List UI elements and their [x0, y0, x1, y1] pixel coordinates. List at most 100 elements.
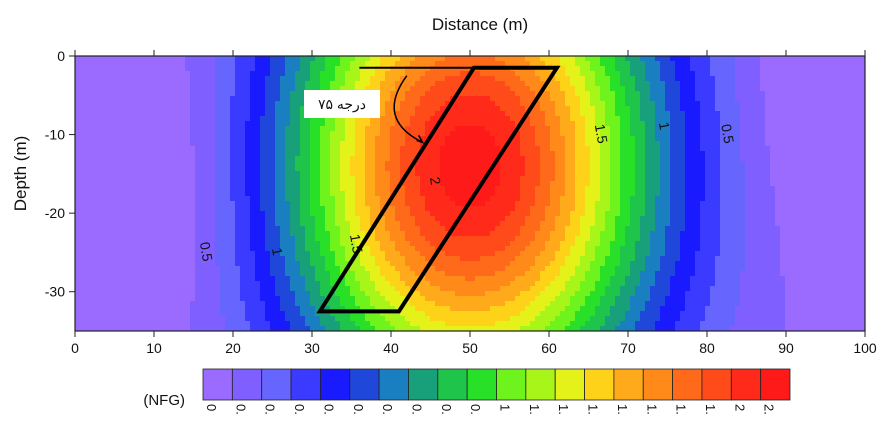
contour-cell: [365, 186, 371, 192]
contour-cell: [495, 251, 501, 257]
contour-cell: [445, 316, 451, 322]
contour-cell: [235, 121, 241, 127]
contour-cell: [450, 216, 456, 222]
contour-cell: [465, 151, 471, 157]
contour-cell: [340, 196, 346, 202]
contour-cell: [365, 66, 371, 72]
contour-cell: [360, 71, 366, 77]
contour-cell: [410, 116, 416, 122]
contour-cell: [270, 176, 276, 182]
contour-cell: [265, 321, 271, 327]
contour-cell: [420, 136, 426, 142]
contour-cell: [175, 281, 181, 287]
contour-cell: [515, 156, 521, 162]
contour-cell: [445, 321, 451, 327]
contour-cell: [295, 311, 301, 317]
contour-cell: [410, 241, 416, 247]
contour-cell: [240, 136, 246, 142]
contour-cell: [410, 236, 416, 242]
contour-cell: [200, 301, 206, 307]
contour-cell: [390, 246, 396, 252]
contour-cell: [440, 71, 446, 77]
contour-cell: [225, 271, 231, 277]
contour-cell: [430, 86, 436, 92]
contour-cell: [425, 56, 431, 62]
contour-cell: [260, 291, 266, 297]
contour-cell: [100, 301, 106, 307]
contour-cell: [300, 201, 306, 207]
contour-cell: [235, 186, 241, 192]
contour-cell: [505, 106, 511, 112]
contour-cell: [75, 186, 81, 192]
contour-cell: [520, 266, 526, 272]
contour-cell: [255, 266, 261, 272]
contour-cell: [175, 271, 181, 277]
contour-cell: [95, 131, 101, 137]
contour-cell: [145, 191, 151, 197]
contour-cell: [250, 121, 256, 127]
contour-cell: [140, 286, 146, 292]
contour-cell: [495, 281, 501, 287]
contour-cell: [405, 106, 411, 112]
contour-cell: [430, 251, 436, 257]
contour-cell: [95, 171, 101, 177]
contour-cell: [520, 216, 526, 222]
contour-cell: [225, 281, 231, 287]
contour-cell: [80, 316, 86, 322]
contour-cell: [415, 191, 421, 197]
contour-cell: [320, 126, 326, 132]
contour-cell: [345, 226, 351, 232]
contour-cell: [200, 261, 206, 267]
contour-cell: [400, 226, 406, 232]
contour-cell: [295, 86, 301, 92]
contour-cell: [510, 266, 516, 272]
contour-cell: [80, 101, 86, 107]
contour-cell: [460, 216, 466, 222]
contour-cell: [240, 171, 246, 177]
contour-cell: [380, 176, 386, 182]
contour-cell: [250, 86, 256, 92]
contour-cell: [255, 96, 261, 102]
contour-cell: [490, 221, 496, 227]
contour-cell: [335, 196, 341, 202]
contour-cell: [320, 196, 326, 202]
contour-cell: [455, 161, 461, 167]
contour-cell: [395, 96, 401, 102]
contour-cell: [325, 266, 331, 272]
contour-cell: [365, 321, 371, 327]
contour-cell: [245, 296, 251, 302]
contour-cell: [325, 226, 331, 232]
contour-cell: [290, 116, 296, 122]
contour-cell: [130, 221, 136, 227]
contour-cell: [175, 141, 181, 147]
contour-cell: [400, 96, 406, 102]
contour-cell: [90, 161, 96, 167]
contour-cell: [210, 86, 216, 92]
contour-cell: [125, 76, 131, 82]
contour-cell: [270, 61, 276, 67]
contour-cell: [295, 216, 301, 222]
contour-cell: [315, 266, 321, 272]
contour-cell: [140, 76, 146, 82]
contour-cell: [485, 231, 491, 237]
contour-cell: [175, 296, 181, 302]
contour-cell: [340, 326, 346, 331]
contour-cell: [180, 231, 186, 237]
contour-cell: [460, 141, 466, 147]
contour-cell: [210, 66, 216, 72]
contour-cell: [125, 221, 131, 227]
contour-cell: [285, 231, 291, 237]
contour-cell: [225, 321, 231, 327]
contour-cell: [470, 241, 476, 247]
contour-cell: [315, 241, 321, 247]
contour-cell: [180, 76, 186, 82]
contour-cell: [190, 326, 196, 331]
contour-cell: [310, 201, 316, 207]
contour-cell: [290, 101, 296, 107]
contour-cell: [195, 96, 201, 102]
contour-cell: [205, 216, 211, 222]
contour-cell: [500, 291, 506, 297]
contour-cell: [405, 306, 411, 312]
contour-cell: [285, 96, 291, 102]
contour-fill: 0.5 1 1.521.5 1 0.5: [75, 56, 865, 331]
